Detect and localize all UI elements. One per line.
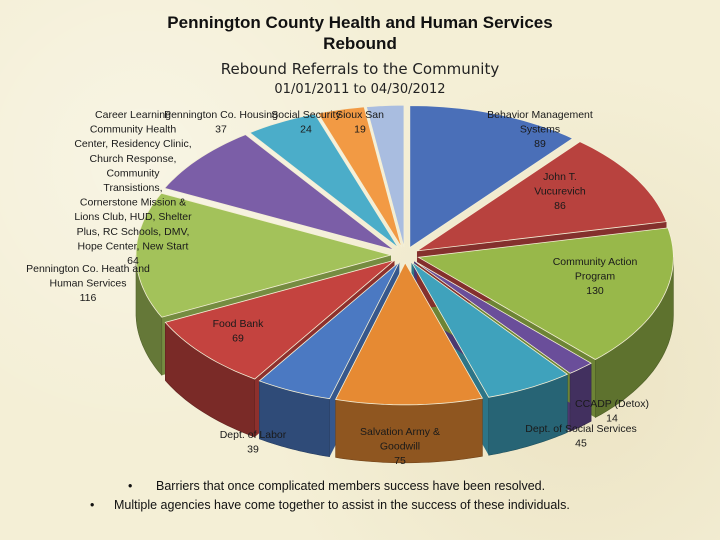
slice-label-line: Dept. of Labor bbox=[220, 429, 287, 441]
slice-label-line: 116 bbox=[80, 292, 97, 304]
bullet-dot: • bbox=[90, 498, 95, 512]
pie-slices bbox=[135, 104, 674, 406]
slice-label-line: Hope Center, New Start bbox=[78, 240, 189, 252]
slice-label-line: Pennington Co. Housing bbox=[164, 109, 278, 121]
pie-slice bbox=[417, 227, 674, 360]
slice-label: Dept. of Social Services 45 bbox=[525, 423, 636, 450]
slice-label-line: Community bbox=[106, 167, 160, 179]
slice-label-line: Pennington Co. Heath and bbox=[26, 263, 150, 275]
slice-label-line: Goodwill bbox=[380, 441, 420, 453]
slice-label: CCADP (Detox) 14 bbox=[575, 398, 649, 425]
slice-label-line: Community Health bbox=[90, 124, 177, 136]
pie-labels: Behavior Management Systems 89 John T. Vucur… bbox=[26, 109, 649, 467]
slice-label: Pennington Co. Housing 37 bbox=[164, 109, 278, 136]
slice-label-line: 19 bbox=[354, 124, 366, 136]
slice-label-line: Behavior Management bbox=[487, 109, 593, 121]
slice-label-line: Salvation Army & bbox=[360, 426, 440, 438]
slice-label: Dept. of Labor 39 bbox=[220, 429, 287, 456]
pie-slice bbox=[416, 141, 668, 252]
slice-label: Social Security 24 bbox=[271, 109, 341, 136]
slice-label-line: 24 bbox=[300, 124, 312, 136]
slice-label: Community Action Program 130 bbox=[553, 256, 638, 297]
slice-label: Food Bank 69 bbox=[213, 318, 265, 345]
slice-label-line: Program bbox=[575, 271, 616, 283]
slice-label: Career Learning Community Health Center, R… bbox=[74, 109, 192, 267]
slice-label: Salvation Army & Goodwill 75 bbox=[360, 426, 440, 467]
pie-slice bbox=[409, 105, 574, 249]
slice-label-line: Sioux San bbox=[336, 109, 384, 121]
slice-label-line: Community Action bbox=[553, 256, 638, 268]
pie-slice bbox=[411, 261, 569, 398]
chart-date-range: 01/01/2011 to 04/30/2012 bbox=[274, 82, 446, 97]
slice-label-line: Church Response, bbox=[90, 153, 177, 165]
slice-label-line: Plus, RC Schools, DMV, bbox=[77, 226, 190, 238]
slice-label-line: 75 bbox=[394, 455, 406, 467]
slice-label-line: 37 bbox=[215, 124, 227, 136]
slice-label-line: 89 bbox=[534, 138, 546, 150]
slice-label: Sioux San 19 bbox=[336, 109, 384, 136]
slice-label-line: Center, Residency Clinic, bbox=[74, 138, 191, 150]
bullet-text: Multiple agencies have come together to … bbox=[114, 498, 570, 512]
slice-label-line: Career Learning bbox=[95, 109, 171, 121]
slice-label-line: Systems bbox=[520, 124, 560, 136]
slice-label-line: 45 bbox=[575, 438, 587, 450]
bullet-list: • Barriers that once complicated members… bbox=[90, 479, 690, 517]
slice-label-line: 69 bbox=[232, 333, 244, 345]
slice-label-line: 39 bbox=[247, 444, 259, 456]
pie-slice bbox=[164, 259, 395, 380]
slice-label-line: 14 bbox=[606, 413, 618, 425]
slice-label-line: CCADP (Detox) bbox=[575, 398, 649, 410]
pie-slice bbox=[163, 134, 395, 251]
bullet-text: Barriers that once complicated members s… bbox=[156, 479, 546, 493]
page-title: Pennington County Health and Human Servi… bbox=[0, 12, 720, 54]
slice-label-line: 64 bbox=[127, 255, 139, 267]
chart-title: Rebound Referrals to the Community bbox=[220, 60, 500, 78]
bullet-item: • Barriers that once complicated members… bbox=[90, 479, 690, 498]
pie-slice bbox=[334, 261, 484, 406]
slice-label-line: Lions Club, HUD, Shelter bbox=[74, 211, 192, 223]
slice-label-line: 130 bbox=[586, 285, 604, 297]
slice-label-line: Dept. of Social Services bbox=[525, 423, 636, 435]
slice-label-line: 86 bbox=[554, 200, 566, 212]
pie-slice bbox=[248, 113, 399, 249]
slice-label-line: John T. bbox=[543, 171, 577, 183]
slice-label-line: Human Services bbox=[49, 278, 126, 290]
slice-label: Behavior Management Systems 89 bbox=[487, 109, 593, 150]
slice-label-line: Social Security bbox=[271, 109, 341, 121]
slice-label: Pennington Co. Heath and Human Services 11… bbox=[26, 263, 150, 304]
title-line-1: Pennington County Health and Human Servi… bbox=[167, 13, 553, 32]
pie-slice bbox=[365, 104, 405, 248]
slice-label: John T. Vucurevich 86 bbox=[534, 171, 586, 212]
slice-label-line: Transistions, bbox=[103, 182, 162, 194]
slice-label-line: Vucurevich bbox=[534, 186, 586, 198]
slice-label-line: Food Bank bbox=[213, 318, 265, 330]
bullet-dot: • bbox=[128, 479, 133, 493]
pie-slice bbox=[413, 260, 592, 374]
title-line-2: Rebound bbox=[323, 34, 397, 53]
pie-slice bbox=[135, 192, 393, 318]
pie-slice bbox=[317, 106, 403, 248]
pie-slice bbox=[258, 261, 400, 400]
bullet-item: • Multiple agencies have come together t… bbox=[90, 498, 690, 517]
slice-label-line: Cornerstone Mission & bbox=[80, 197, 186, 209]
